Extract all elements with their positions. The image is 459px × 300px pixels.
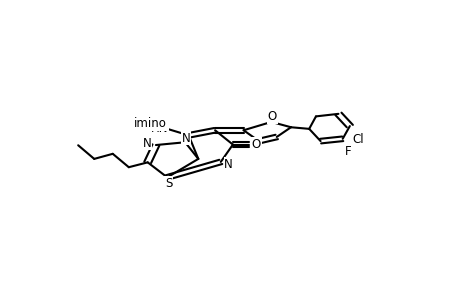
Text: O: O <box>267 110 276 123</box>
Text: imino: imino <box>134 117 166 130</box>
Text: HN: HN <box>151 122 168 135</box>
Text: N: N <box>142 137 151 150</box>
Text: N: N <box>224 158 233 171</box>
Text: Cl: Cl <box>352 133 363 146</box>
Text: S: S <box>165 177 172 190</box>
Text: O: O <box>251 138 261 151</box>
Text: N: N <box>181 132 190 145</box>
Text: F: F <box>344 145 351 158</box>
